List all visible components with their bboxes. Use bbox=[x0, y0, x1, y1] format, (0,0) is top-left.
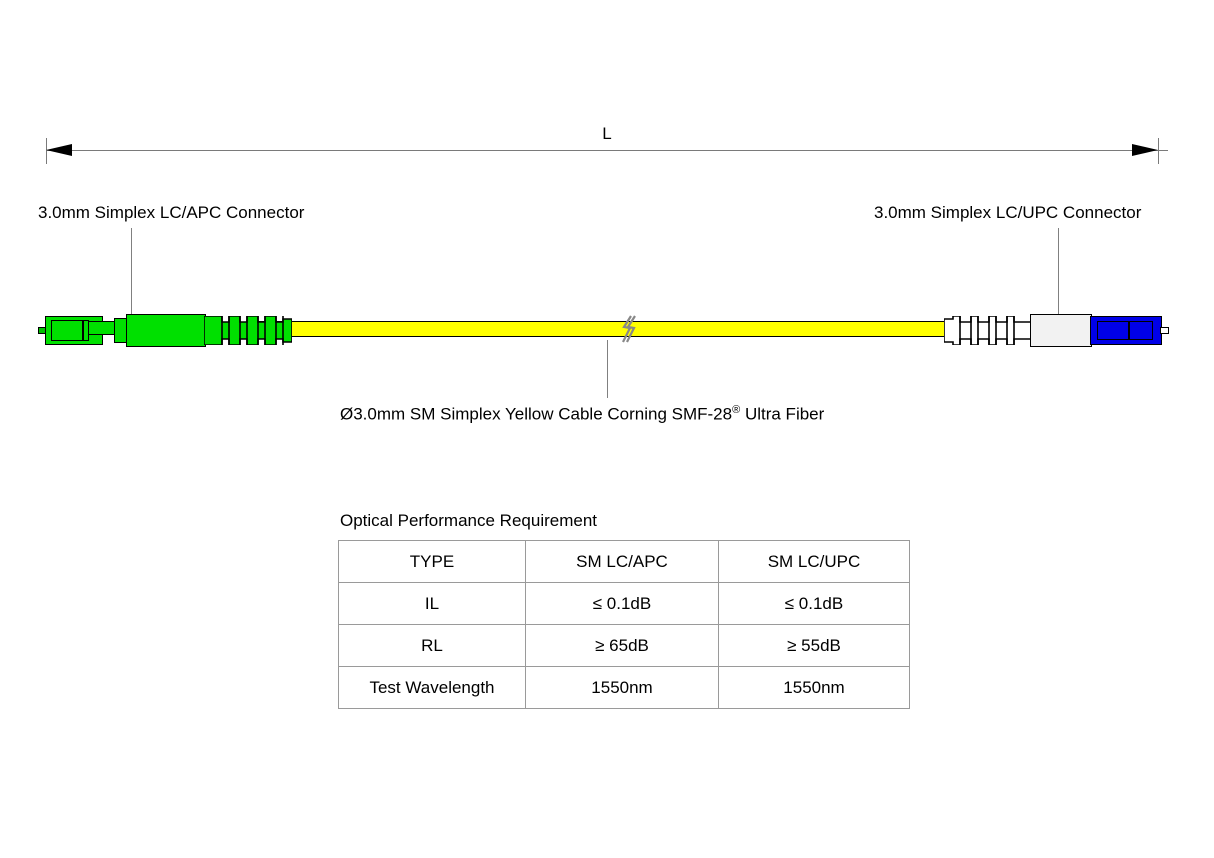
row-rl-label: RL bbox=[338, 624, 526, 667]
cable-break-symbol-icon bbox=[622, 315, 636, 343]
dimension-rule bbox=[46, 150, 1168, 151]
row-il-apc: ≤ 0.1dB bbox=[525, 582, 719, 625]
table-header-row: TYPE SM LC/APC SM LC/UPC bbox=[338, 540, 910, 583]
cable-leader-line bbox=[607, 340, 608, 398]
dimension-arrow-right-icon bbox=[1132, 144, 1158, 156]
table-header-apc: SM LC/APC bbox=[525, 540, 719, 583]
cable-jacket bbox=[250, 321, 950, 337]
optical-performance-section: Optical Performance Requirement TYPE SM … bbox=[338, 510, 910, 709]
apc-strain-relief-boot bbox=[204, 316, 292, 345]
overall-length-dimension: L bbox=[0, 120, 1214, 180]
registered-mark-icon: ® bbox=[732, 404, 741, 416]
row-wavelength-apc: 1550nm bbox=[525, 666, 719, 709]
lc-upc-connector bbox=[944, 308, 1176, 352]
lc-apc-connector bbox=[38, 308, 292, 352]
dimension-label: L bbox=[602, 124, 612, 143]
row-wavelength-upc: 1550nm bbox=[718, 666, 910, 709]
table-row: RL ≥ 65dB ≥ 55dB bbox=[338, 624, 910, 667]
upc-connector-body bbox=[1030, 314, 1092, 347]
table-caption: Optical Performance Requirement bbox=[340, 511, 598, 530]
table-header-upc: SM LC/UPC bbox=[718, 540, 910, 583]
row-wavelength-label: Test Wavelength bbox=[338, 666, 526, 709]
left-connector-label: 3.0mm Simplex LC/APC Connector bbox=[38, 203, 305, 222]
row-il-label: IL bbox=[338, 582, 526, 625]
fiber-patch-cable-assembly bbox=[0, 300, 1214, 360]
right-connector-label: 3.0mm Simplex LC/UPC Connector bbox=[874, 203, 1142, 222]
apc-connector-body bbox=[126, 314, 206, 347]
left-connector-leader-line bbox=[131, 228, 132, 326]
right-connector-leader-line bbox=[1058, 228, 1059, 326]
table-row: Test Wavelength 1550nm 1550nm bbox=[338, 666, 910, 709]
cable-label-text-suffix: Ultra Fiber bbox=[740, 404, 825, 424]
upc-latch-inner bbox=[1097, 321, 1153, 340]
row-rl-apc: ≥ 65dB bbox=[525, 624, 719, 667]
optical-performance-table: TYPE SM LC/APC SM LC/UPC IL ≤ 0.1dB ≤ 0.… bbox=[338, 540, 910, 709]
apc-latch-divider bbox=[82, 320, 84, 341]
row-rl-upc: ≥ 55dB bbox=[718, 624, 910, 667]
upc-latch-divider bbox=[1128, 321, 1130, 340]
table-row: IL ≤ 0.1dB ≤ 0.1dB bbox=[338, 582, 910, 625]
row-il-upc: ≤ 0.1dB bbox=[718, 582, 910, 625]
upc-strain-relief-boot bbox=[944, 316, 1032, 345]
cable-label: Ø3.0mm SM Simplex Yellow Cable Corning S… bbox=[340, 400, 824, 425]
upc-ferrule-tip bbox=[1160, 327, 1169, 334]
cable-label-text: Ø3.0mm SM Simplex Yellow Cable Corning S… bbox=[340, 404, 733, 424]
table-header-type: TYPE bbox=[338, 540, 526, 583]
dimension-extension-line-right bbox=[1158, 138, 1159, 164]
dimension-arrow-left-icon bbox=[46, 144, 72, 156]
